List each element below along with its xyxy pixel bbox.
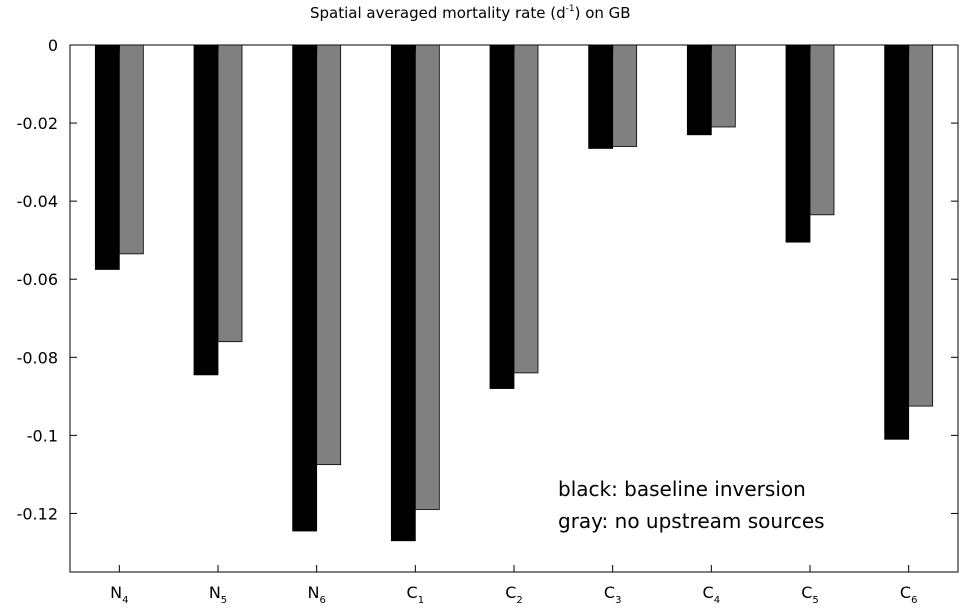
x-tick-label-sub: 3	[615, 595, 621, 606]
x-tick-label: N5	[209, 583, 227, 606]
bar-no-upstream-N4	[118, 44, 144, 255]
x-tick-label: C3	[604, 583, 622, 606]
title-prefix: Spatial averaged mortality rate (d	[310, 4, 566, 22]
x-tick-label-sub: 5	[221, 595, 227, 606]
bar-baseline-C1	[390, 44, 416, 542]
bar-no-upstream-C3	[612, 44, 638, 147]
x-tick-label-sub: 4	[122, 595, 128, 606]
legend-line-gray: gray: no upstream sources	[558, 509, 825, 533]
x-tick-label-base: C	[703, 583, 714, 602]
x-tick-label: N6	[307, 583, 325, 606]
bar-baseline-C5	[785, 44, 811, 243]
x-tick-label-sub: 6	[911, 595, 917, 606]
x-tick-label: C2	[505, 583, 523, 606]
y-tick-label: -0.06	[17, 270, 58, 289]
x-tick-label-base: N	[209, 583, 221, 602]
bar-no-upstream-C1	[414, 44, 440, 510]
y-tick-label: -0.08	[17, 348, 58, 367]
x-tick-label-base: N	[307, 583, 319, 602]
x-tick-label-base: C	[900, 583, 911, 602]
bar-no-upstream-N5	[217, 44, 243, 343]
bar-no-upstream-N6	[316, 44, 342, 466]
y-tick-label: -0.04	[17, 192, 58, 211]
chart-title: Spatial averaged mortality rate (d-1) on…	[310, 4, 631, 22]
x-tick-label-sub: 6	[319, 595, 325, 606]
x-tick-label: C6	[900, 583, 918, 606]
bar-baseline-C2	[489, 44, 515, 389]
bar-baseline-N5	[193, 44, 219, 376]
y-tick-label: -0.02	[17, 114, 58, 133]
x-tick-label: C1	[407, 583, 425, 606]
bar-baseline-C3	[588, 44, 614, 149]
x-tick-label-base: N	[110, 583, 122, 602]
x-tick-label: C5	[801, 583, 819, 606]
bar-baseline-C4	[686, 44, 712, 136]
legend-line-black: black: baseline inversion	[558, 477, 806, 501]
x-tick-label-base: C	[801, 583, 812, 602]
bar-no-upstream-C4	[710, 44, 736, 128]
x-tick-label-sub: 2	[516, 595, 522, 606]
bar-baseline-N6	[292, 44, 318, 532]
bar-no-upstream-C5	[809, 44, 835, 216]
x-tick-label: C4	[703, 583, 721, 606]
bar-no-upstream-C2	[513, 44, 539, 374]
y-tick-label: -0.12	[17, 504, 58, 523]
bar-baseline-N4	[94, 44, 120, 270]
y-tick-label: -0.1	[27, 426, 58, 445]
x-tick-label-base: C	[604, 583, 615, 602]
title-superscript: -1	[565, 4, 575, 14]
x-tick-label-sub: 5	[812, 595, 818, 606]
bar-baseline-C6	[884, 44, 910, 440]
y-tick-label: 0	[48, 36, 58, 55]
x-tick-label-sub: 4	[714, 595, 720, 606]
x-tick-label-base: C	[407, 583, 418, 602]
x-tick-label: N4	[110, 583, 128, 606]
title-suffix: ) on GB	[574, 4, 631, 22]
x-tick-label-sub: 1	[418, 595, 424, 606]
bar-no-upstream-C6	[908, 44, 934, 407]
x-tick-label-base: C	[505, 583, 516, 602]
